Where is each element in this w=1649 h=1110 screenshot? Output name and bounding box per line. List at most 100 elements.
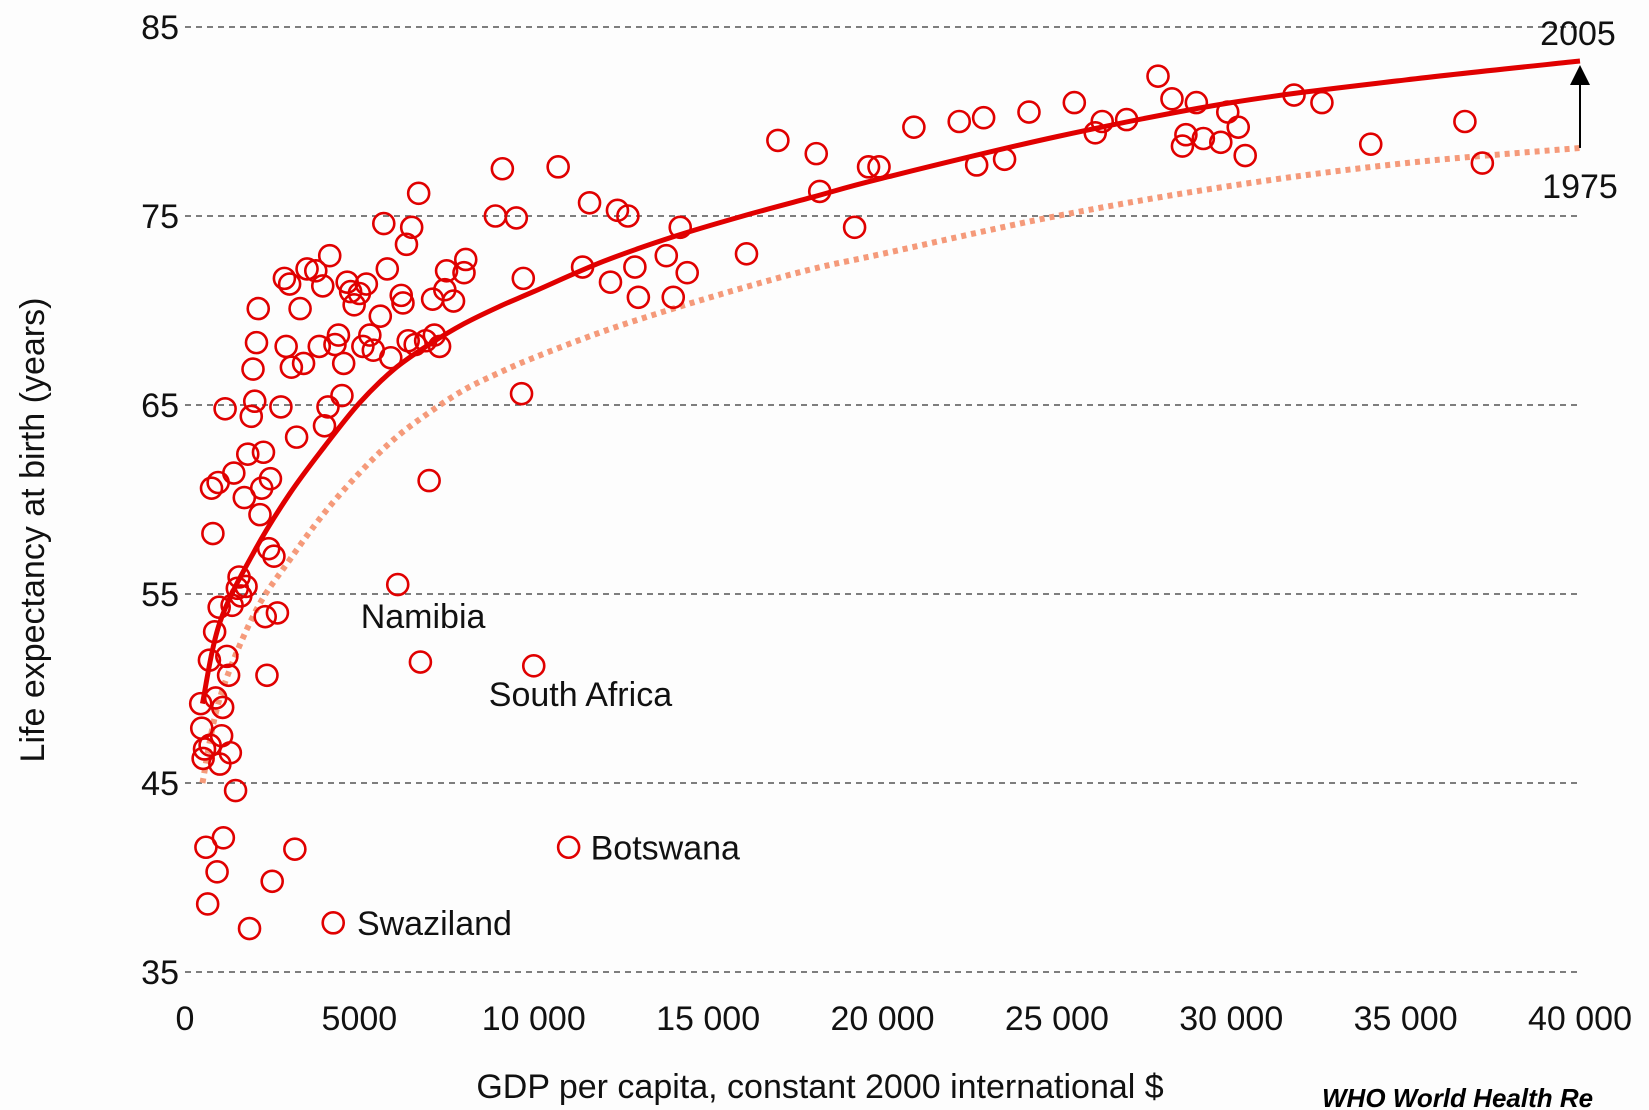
data-point xyxy=(490,156,515,181)
data-point xyxy=(239,404,264,429)
data-point xyxy=(403,332,427,357)
data-point xyxy=(211,826,236,850)
data-point xyxy=(295,257,319,281)
annotation-botswana: Botswana xyxy=(591,829,740,867)
data-point xyxy=(354,272,379,296)
data-point xyxy=(570,255,595,279)
data-point xyxy=(192,737,217,761)
data-point xyxy=(342,293,366,317)
x-tick-label: 15 000 xyxy=(656,1000,760,1038)
data-point xyxy=(867,155,891,179)
data-point xyxy=(284,425,309,449)
data-point xyxy=(215,644,239,669)
data-point xyxy=(804,141,829,166)
data-point xyxy=(251,440,276,465)
data-point xyxy=(218,740,243,765)
data-point xyxy=(675,260,700,285)
data-point xyxy=(272,266,297,291)
data-point xyxy=(277,272,302,296)
data-point xyxy=(598,270,623,294)
y-tick-label: 85 xyxy=(141,9,179,47)
data-point xyxy=(321,911,346,935)
data-point xyxy=(207,595,231,620)
data-point xyxy=(992,147,1017,172)
data-point xyxy=(902,115,926,139)
data-point xyxy=(434,259,459,283)
data-point xyxy=(971,105,996,130)
data-point xyxy=(546,155,570,179)
data-point xyxy=(964,153,989,177)
annotation-south-africa: South Africa xyxy=(489,676,672,714)
annotation-1975: 1975 xyxy=(1542,168,1618,206)
y-tick-label: 45 xyxy=(141,765,179,803)
data-point xyxy=(279,355,304,380)
data-point xyxy=(262,544,286,569)
data-point xyxy=(1146,64,1170,88)
x-tick-label: 0 xyxy=(176,1000,195,1038)
data-point xyxy=(511,266,536,291)
data-point xyxy=(312,413,337,438)
data-point xyxy=(399,215,424,240)
annotation-2005: 2005 xyxy=(1540,15,1616,53)
data-point xyxy=(375,257,400,281)
data-point xyxy=(734,242,759,266)
data-point xyxy=(856,155,881,179)
data-point xyxy=(205,860,229,884)
data-point xyxy=(504,206,529,230)
data-point xyxy=(1083,121,1108,145)
data-point xyxy=(241,357,265,381)
data-point xyxy=(1017,100,1041,124)
curve-2005 xyxy=(199,58,1581,705)
data-point xyxy=(256,536,281,561)
data-point xyxy=(521,654,546,678)
data-point xyxy=(616,204,640,228)
x-tick-label: 25 000 xyxy=(1005,1000,1109,1038)
data-point xyxy=(244,330,269,355)
trend-curves xyxy=(199,58,1581,784)
data-point xyxy=(201,521,225,546)
data-point xyxy=(195,892,220,916)
data-point xyxy=(338,279,363,304)
data-point xyxy=(242,389,267,414)
data-point xyxy=(351,334,375,359)
data-point xyxy=(556,835,581,860)
data-point xyxy=(408,650,433,674)
source-credit: WHO World Health Re xyxy=(1322,1083,1593,1110)
gridlines xyxy=(185,26,1580,973)
data-point xyxy=(199,476,224,500)
data-point xyxy=(1233,143,1257,168)
data-point xyxy=(291,351,316,376)
y-axis-label: Life expectancy at birth (years) xyxy=(14,298,52,763)
data-point xyxy=(1062,90,1087,115)
data-points xyxy=(188,64,1495,941)
data-point xyxy=(406,181,431,206)
y-tick-labels: 35 45 55 65 75 85 xyxy=(141,9,179,992)
data-point xyxy=(422,323,447,347)
data-point xyxy=(191,746,215,771)
data-point xyxy=(1174,122,1198,147)
data-point xyxy=(668,215,693,240)
data-point xyxy=(453,247,478,272)
data-point xyxy=(1184,90,1209,115)
data-point xyxy=(842,215,867,240)
data-point xyxy=(237,916,262,941)
data-point xyxy=(452,260,476,285)
data-point xyxy=(269,395,293,419)
data-point xyxy=(260,869,284,894)
data-point xyxy=(1310,90,1334,115)
data-point xyxy=(331,351,356,376)
data-point xyxy=(654,243,679,268)
data-point xyxy=(623,255,647,279)
x-tick-label: 35 000 xyxy=(1354,1000,1458,1038)
data-point xyxy=(206,470,230,495)
x-tick-label: 20 000 xyxy=(831,1000,935,1038)
data-point xyxy=(626,285,651,310)
data-point xyxy=(1114,107,1139,132)
data-point xyxy=(378,345,403,370)
y-tick-label: 55 xyxy=(141,576,179,614)
y-tick-label: 75 xyxy=(141,198,179,236)
data-point xyxy=(509,381,534,406)
data-point xyxy=(316,395,340,419)
data-point xyxy=(1453,109,1477,134)
data-point xyxy=(391,291,415,315)
